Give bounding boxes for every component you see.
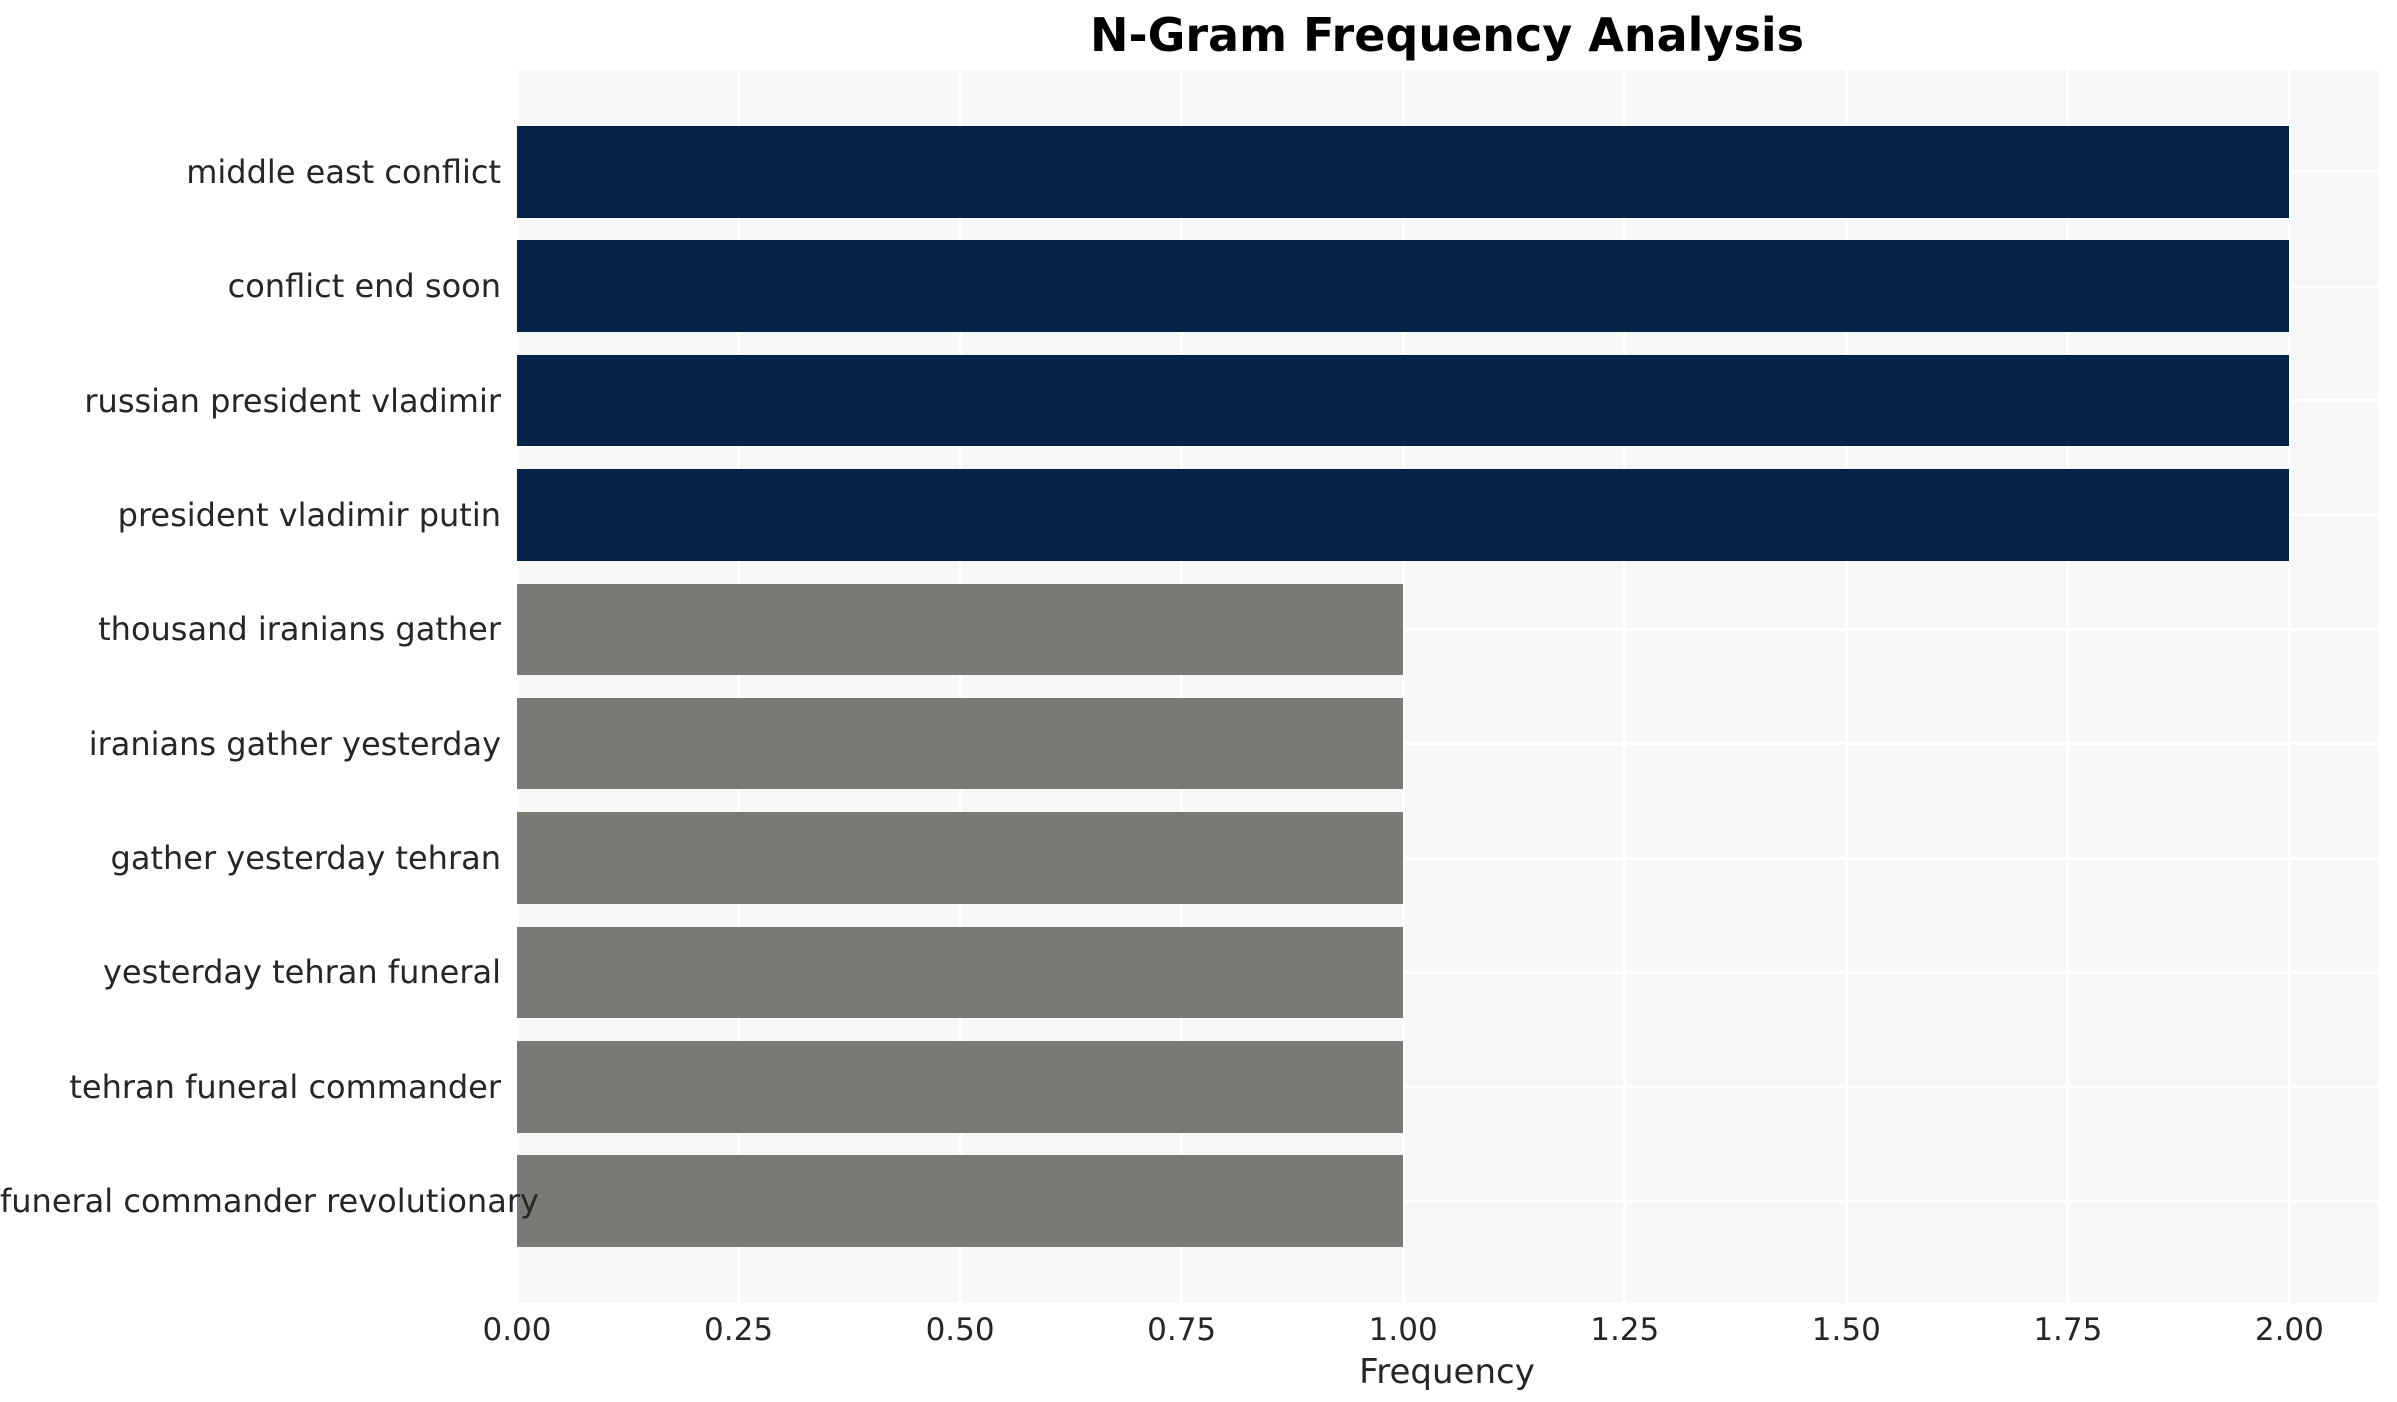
gridline-vertical-1.00 [1401,70,1405,1303]
gridline-horizontal [517,627,2378,631]
y-tick-label: middle east conflict [186,152,501,191]
gridline-vertical-1.25 [1623,70,1627,1303]
y-tick-label: conflict end soon [227,267,501,306]
gridline-horizontal [517,970,2378,974]
gridline-vertical-1.50 [1844,70,1848,1303]
gridline-vertical-0.00 [517,70,519,1303]
chart-title: N-Gram Frequency Analysis [1090,8,1804,62]
bar-gather-yesterday-tehran [517,812,1404,904]
x-tick-label: 0.25 [704,1312,774,1348]
x-tick-label: 1.00 [1368,1312,1438,1348]
bar-president-vladimir-putin [517,469,2290,561]
y-tick-label: gather yesterday tehran [110,839,501,878]
y-tick-label: thousand iranians gather [98,610,501,649]
plot-area [517,70,2378,1303]
gridline-vertical-0.75 [1180,70,1184,1303]
x-tick-label: 0.75 [1147,1312,1217,1348]
bar-funeral-commander-revolutionary [517,1155,1404,1247]
gridline-horizontal [517,1199,2378,1203]
gridline-vertical-2.00 [2287,70,2291,1303]
x-tick-label: 1.75 [2033,1312,2103,1348]
gridline-horizontal [517,856,2378,860]
x-tick-label: 0.00 [482,1312,552,1348]
x-tick-label: 1.50 [1811,1312,1881,1348]
gridline-horizontal [517,742,2378,746]
x-tick-label: 0.50 [925,1312,995,1348]
y-tick-label: tehran funeral commander [69,1067,501,1106]
bar-thousand-iranians-gather [517,583,1404,676]
gridline-vertical-0.25 [737,70,741,1303]
y-tick-label: iranians gather yesterday [88,724,501,763]
y-tick-label: funeral commander revolutionary [0,1182,539,1221]
bar-middle-east-conflict [517,126,2290,218]
x-tick-label: 1.25 [1590,1312,1660,1348]
y-tick-label: president vladimir putin [117,495,501,534]
bar-russian-president-vladimir [517,354,2290,447]
y-tick-label: russian president vladimir [84,381,501,420]
bar-conflict-end-soon [517,240,2290,332]
x-axis-label: Frequency [1359,1352,1535,1392]
bar-iranians-gather-yesterday [517,697,1404,790]
y-tick-label: yesterday tehran funeral [102,953,501,992]
bar-tehran-funeral-commander [517,1041,1404,1133]
gridline-vertical-0.50 [958,70,962,1303]
x-tick-label: 2.00 [2254,1312,2324,1348]
gridline-horizontal [517,1085,2378,1089]
gridline-vertical-1.75 [2066,70,2070,1303]
bar-yesterday-tehran-funeral [517,926,1404,1019]
